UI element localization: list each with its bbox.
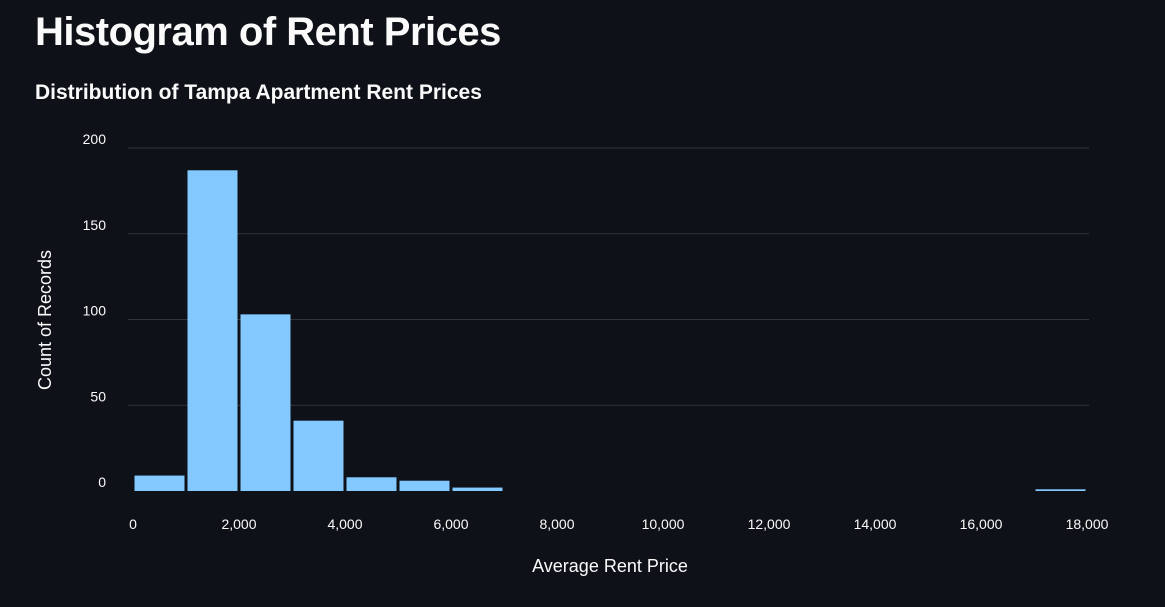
x-axis-ticks: 0 2,000 4,000 6,000 8,000 10,000 12,000 14,000 1… — [129, 516, 1109, 532]
x-tick-label: 0 — [129, 516, 137, 532]
page-title: Histogram of Rent Prices — [35, 10, 501, 54]
x-tick-label: 18,000 — [1066, 516, 1109, 532]
histogram-bar — [134, 475, 185, 491]
histogram-bar — [346, 477, 397, 491]
y-tick-label: 100 — [83, 303, 107, 319]
x-axis-title: Average Rent Price — [532, 556, 688, 576]
x-tick-label: 16,000 — [960, 516, 1003, 532]
y-axis-ticks: 0 50 100 150 200 — [83, 131, 107, 490]
histogram-bar — [1035, 489, 1086, 491]
histogram-bars — [134, 170, 1086, 492]
chart-title: Distribution of Tampa Apartment Rent Pri… — [35, 81, 482, 104]
x-tick-label: 12,000 — [748, 516, 791, 532]
y-tick-label: 50 — [90, 388, 106, 404]
x-tick-label: 6,000 — [433, 516, 468, 532]
histogram-bar — [293, 420, 344, 491]
histogram-bar — [187, 170, 238, 492]
y-axis-title: Count of Records — [35, 250, 55, 390]
histogram-bar — [240, 314, 291, 491]
x-tick-label: 14,000 — [854, 516, 897, 532]
x-tick-label: 10,000 — [642, 516, 685, 532]
x-tick-label: 4,000 — [327, 516, 362, 532]
histogram-bar — [399, 480, 450, 491]
y-tick-label: 150 — [83, 217, 107, 233]
histogram-bar — [452, 487, 503, 491]
y-tick-label: 200 — [83, 131, 107, 147]
x-tick-label: 8,000 — [539, 516, 574, 532]
x-tick-label: 2,000 — [221, 516, 256, 532]
y-tick-label: 0 — [98, 474, 106, 490]
